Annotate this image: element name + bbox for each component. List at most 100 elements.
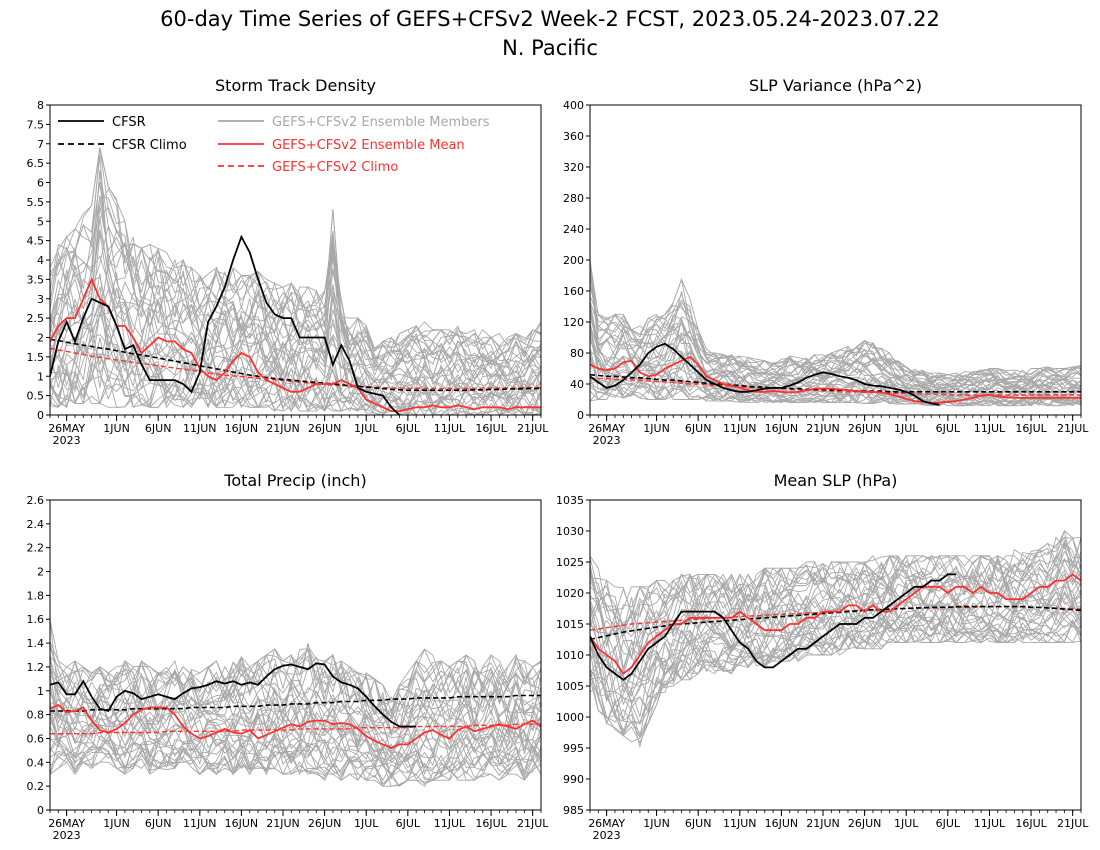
y-tick-label: 1025 — [556, 556, 584, 569]
ensemble-member-line — [50, 264, 541, 391]
chart-panel-3: Total Precip (inch) 0 0.2 0.4 0.6 0.8 1 1.2 1.4 1… — [27, 471, 550, 842]
ensemble-member-line — [50, 641, 541, 706]
x-tick-label: 21JUL — [517, 817, 549, 830]
y-tick-label: 985 — [563, 804, 584, 817]
ensemble-member-line — [50, 674, 541, 753]
x-tick-label: 1JUN — [103, 422, 130, 435]
x-tick-label: 26JUN — [848, 422, 882, 435]
series-line-cfsr-climo — [50, 694, 541, 712]
y-tick-label: 40 — [570, 378, 584, 391]
y-tick-label: 1.2 — [27, 661, 45, 674]
ensemble-member-line — [590, 530, 1081, 612]
series-line-mean — [50, 277, 541, 413]
ensemble-member-line — [50, 746, 541, 787]
y-tick-label: 240 — [563, 223, 584, 236]
ensemble-member-line — [50, 748, 541, 787]
x-tick-label: 6JUN — [145, 817, 172, 830]
ensemble-member-line — [50, 735, 541, 781]
ensemble-member-line — [50, 725, 541, 780]
series-line-cfsr-climo — [590, 373, 1081, 393]
y-tick-label: 2.5 — [27, 312, 45, 325]
y-tick-label: 280 — [563, 192, 584, 205]
y-tick-label: 120 — [563, 316, 584, 329]
figure-title: 60-day Time Series of GEFS+CFSv2 Week-2 … — [160, 7, 940, 31]
series-line-mean — [590, 355, 1081, 404]
chart-panel-1: Storm Track Density 0 0.5 1 1.5 2 2.5 3 3.5 4 4.5 5… — [27, 76, 550, 447]
ensemble-member-line — [50, 147, 541, 357]
y-tick-label: 2.2 — [27, 542, 45, 555]
legend-label: GEFS+CFSv2 Ensemble Mean — [272, 138, 465, 153]
ensemble-member-line — [590, 354, 1081, 404]
y-tick-label: 3.5 — [27, 273, 45, 286]
y-tick-label: 160 — [563, 285, 584, 298]
ensemble-member-line — [590, 375, 1081, 407]
y-tick-label: 1030 — [556, 525, 584, 538]
x-tick-label: 16JUL — [475, 422, 507, 435]
x-tick-label: 6JUL — [936, 817, 961, 830]
plot-area — [590, 259, 1081, 407]
y-tick-label: 995 — [563, 742, 584, 755]
ensemble-member-line — [590, 301, 1081, 387]
x-tick-label: 21JUN — [266, 422, 300, 435]
ensemble-members — [50, 147, 541, 415]
x-tick-label: 1JUN — [103, 817, 130, 830]
panel-title: Total Precip (inch) — [223, 471, 366, 490]
y-tick-label: 0.5 — [27, 390, 45, 403]
x-tick-label: 6JUL — [936, 422, 961, 435]
series-line-mean — [50, 704, 541, 749]
ensemble-members — [590, 529, 1081, 749]
x-tick-label: 6JUN — [145, 422, 172, 435]
y-tick-label: 320 — [563, 161, 584, 174]
ensemble-member-line — [590, 625, 1081, 725]
y-tick-label: 6.5 — [27, 157, 45, 170]
y-tick-label: 0.2 — [27, 780, 45, 793]
ensemble-member-line — [590, 358, 1081, 405]
y-tick-label: 360 — [563, 130, 584, 143]
ensemble-member-line — [590, 602, 1081, 721]
series-line-cfsr-climo — [50, 338, 541, 392]
series-line-gefs-climo — [590, 377, 1081, 396]
ensemble-member-line — [590, 304, 1081, 391]
x-tick-label: 26MAY — [48, 817, 85, 830]
y-tick-label: 1.8 — [27, 589, 45, 602]
series-line-gefs-climo — [50, 723, 541, 735]
ensemble-member-line — [590, 569, 1081, 659]
x-tick-label: 26JUN — [308, 817, 342, 830]
y-tick-label: 1010 — [556, 649, 584, 662]
panel-title: Mean SLP (hPa) — [774, 471, 898, 490]
x-year-label: 2023 — [593, 829, 621, 842]
ensemble-member-line — [50, 147, 541, 362]
y-tick-label: 4.5 — [27, 235, 45, 248]
x-tick-label: 6JUN — [685, 817, 712, 830]
y-tick-label: 6 — [37, 177, 44, 190]
y-tick-label: 8 — [37, 99, 44, 112]
plot-frame — [49, 499, 542, 811]
y-tick-label: 1.4 — [27, 637, 45, 650]
ensemble-member-line — [50, 288, 541, 393]
ensemble-member-line — [590, 306, 1081, 394]
x-tick-label: 26MAY — [48, 422, 85, 435]
ensemble-member-line — [590, 592, 1081, 706]
y-tick-label: 2.4 — [27, 518, 45, 531]
y-tick-label: 0 — [37, 409, 44, 422]
ensemble-member-line — [590, 543, 1081, 638]
series-line-cfsr — [50, 234, 401, 415]
x-tick-label: 1JUL — [894, 422, 919, 435]
ensemble-member-line — [50, 353, 541, 414]
x-tick-label: 11JUL — [974, 422, 1006, 435]
y-tick-label: 80 — [570, 347, 584, 360]
ensemble-member-line — [590, 538, 1081, 626]
panels: Storm Track Density 0 0.5 1 1.5 2 2.5 3 3.5 4 4.5 5… — [27, 76, 1090, 842]
ensemble-member-line — [590, 259, 1081, 378]
x-tick-label: 21JUL — [517, 422, 549, 435]
ensemble-member-line — [50, 196, 541, 356]
y-tick-label: 1.6 — [27, 613, 45, 626]
ensemble-member-line — [50, 645, 541, 715]
chart-panel-4: Mean SLP (hPa) 985 990 995 1000 1005 1010 1015 1… — [556, 471, 1089, 842]
panel-title: Storm Track Density — [215, 76, 376, 95]
ensemble-member-line — [590, 314, 1081, 387]
ensemble-member-line — [50, 229, 541, 381]
y-tick-label: 1005 — [556, 680, 584, 693]
y-tick-label: 0.8 — [27, 709, 45, 722]
ensemble-member-line — [50, 716, 541, 762]
